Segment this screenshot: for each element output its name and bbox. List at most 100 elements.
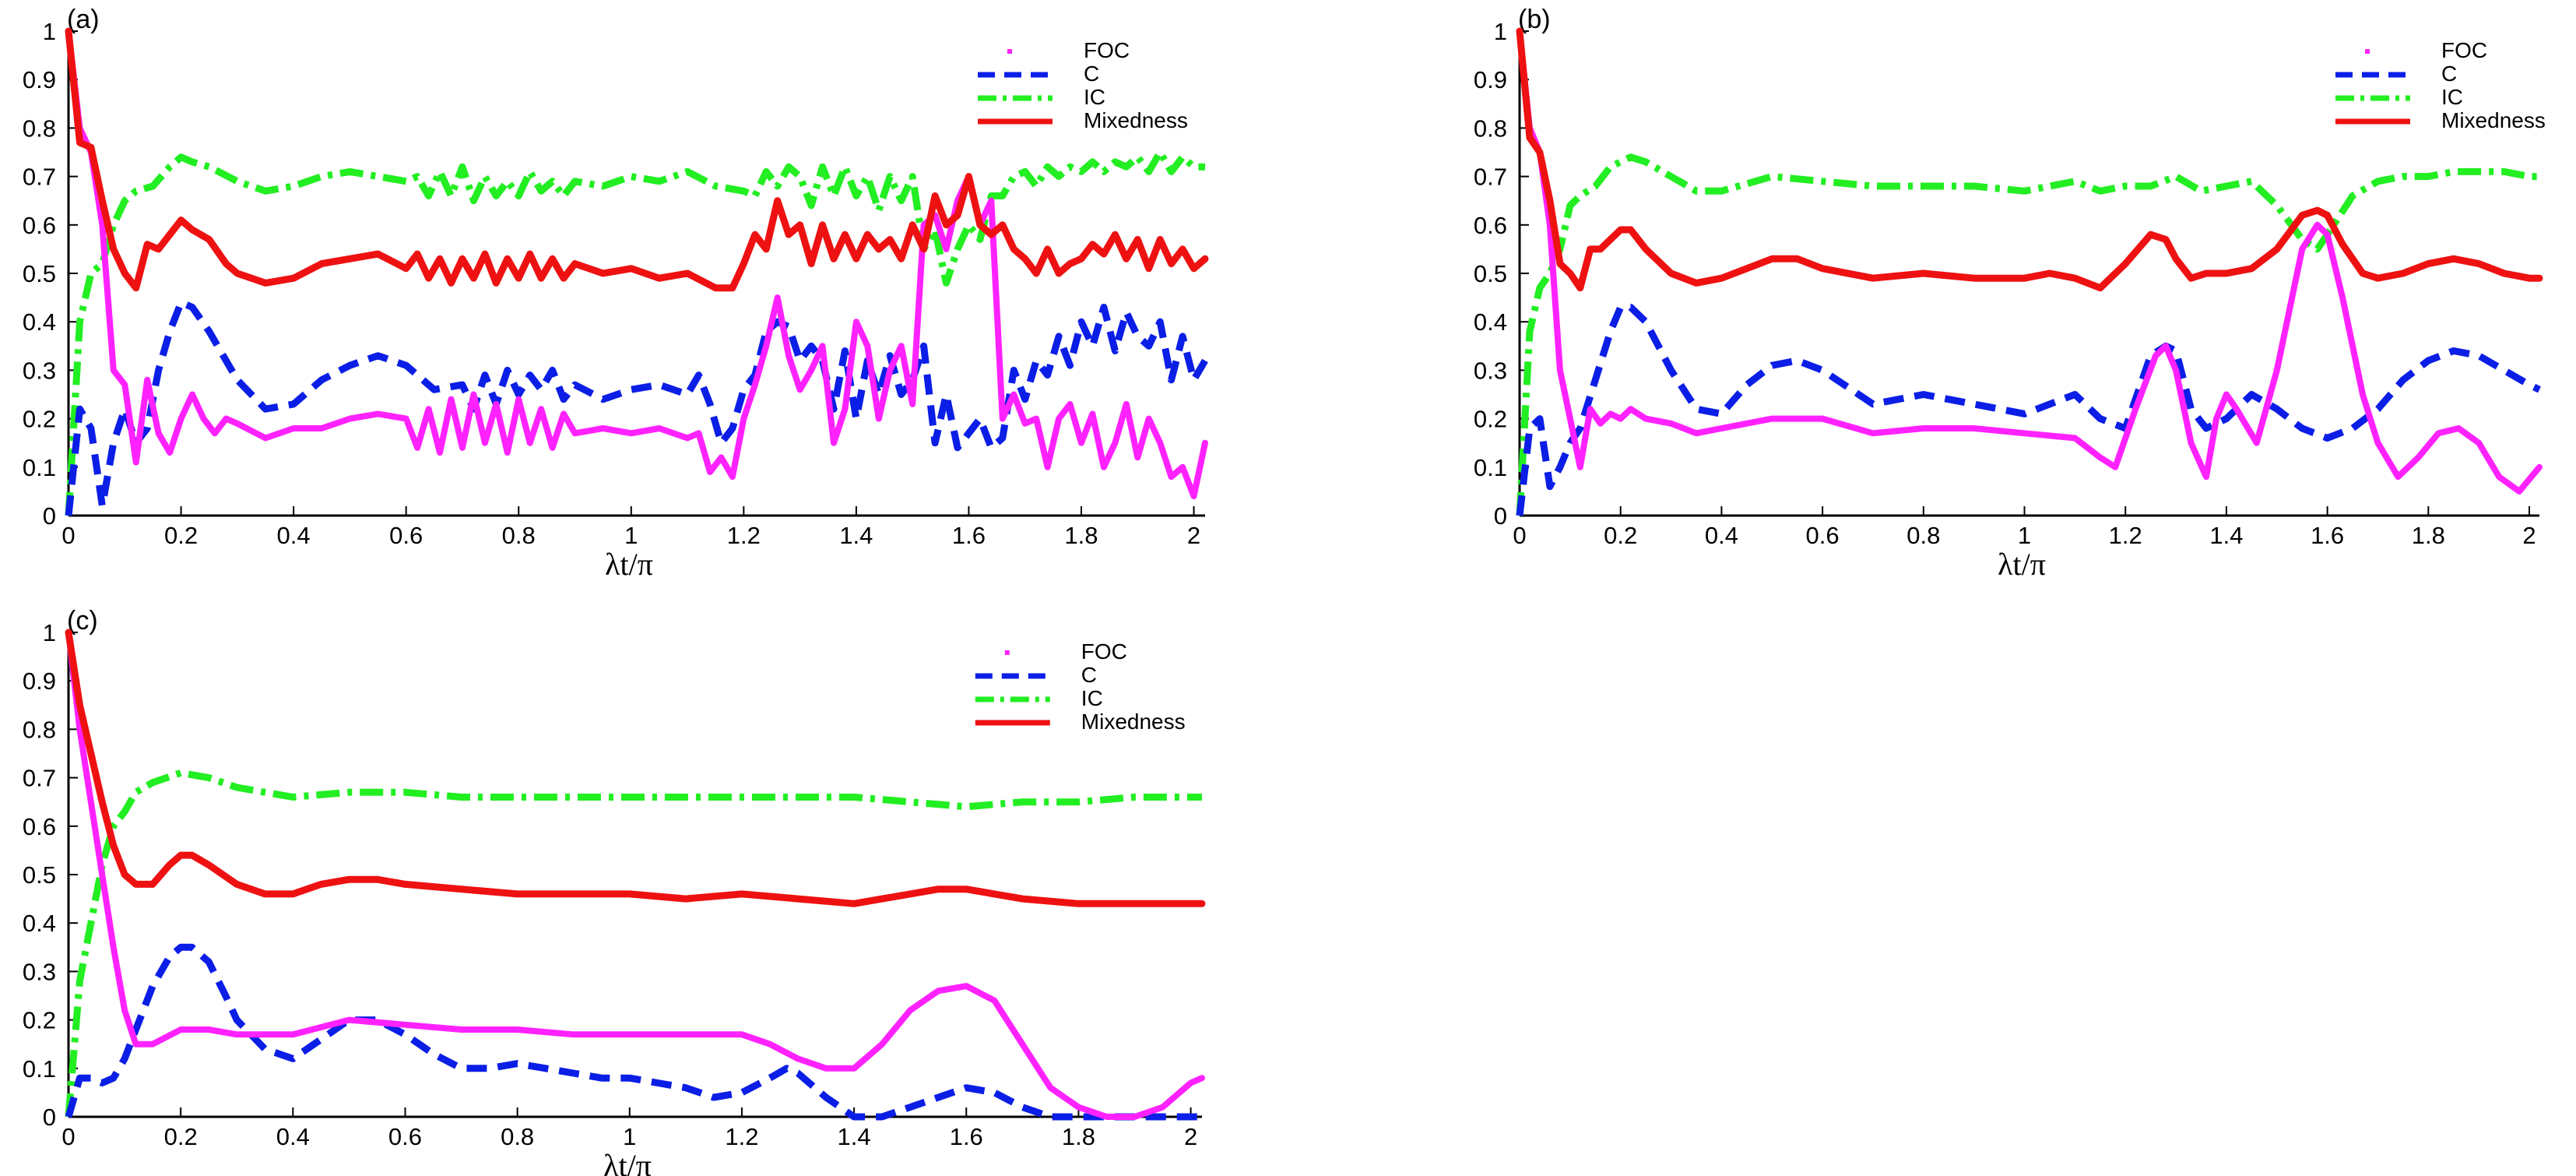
x-tick-label: 1.2 xyxy=(727,522,761,549)
y-tick-label: 0.2 xyxy=(1474,406,1507,433)
x-tick-label: 1.2 xyxy=(725,1123,758,1150)
y-tick-label: 0.2 xyxy=(23,406,56,433)
y-tick-label: 0.1 xyxy=(23,454,56,481)
series-line-foc xyxy=(65,629,1205,1120)
x-tick-label: 0.6 xyxy=(1806,522,1840,549)
panel-label: (c) xyxy=(67,606,98,636)
series-line-c xyxy=(65,943,1202,1121)
panel-label: (a) xyxy=(67,5,100,34)
x-tick-label: 1 xyxy=(624,522,638,549)
x-tick-label: 0 xyxy=(62,1123,75,1150)
legend-label-mixedness: Mixedness xyxy=(1081,709,1186,734)
y-tick-label: 0.1 xyxy=(23,1055,56,1083)
x-tick-label: 0.8 xyxy=(502,522,536,549)
series-line-mixedness xyxy=(1516,27,2543,292)
legend-label-ic: IC xyxy=(1084,85,1105,109)
x-tick-label: 0.6 xyxy=(389,522,423,549)
x-axis-label: λt/π xyxy=(605,547,653,582)
y-tick-label: 0.6 xyxy=(23,813,56,840)
x-tick-label: 0.2 xyxy=(164,522,198,549)
y-tick-label: 0.6 xyxy=(23,212,56,239)
y-tick-label: 0.7 xyxy=(1474,164,1507,191)
x-axis-label: λt/π xyxy=(603,1148,652,1176)
y-tick-label: 0.3 xyxy=(23,958,56,985)
series-line-foc xyxy=(1516,28,2543,495)
y-tick-label: 0.9 xyxy=(23,667,56,695)
panel-c: 0 0.2 0.4 0.6 0.8 1 1.2 1.4 1.6 1.8 2 0 0.1 0.2 0.3 0.4… xyxy=(23,606,1206,1176)
y-tick-label: 0.6 xyxy=(1474,212,1507,239)
series-line-ic xyxy=(1516,153,2539,516)
y-tick-label: 0.1 xyxy=(1474,454,1507,481)
y-tick-label: 0.4 xyxy=(1474,308,1507,336)
y-tick-label: 0.3 xyxy=(23,357,56,384)
y-tick-label: 0.5 xyxy=(1474,260,1507,287)
panel-a: 0 0.2 0.4 0.6 0.8 1 1.2 1.4 1.6 1.8 2 0 0.1 0.2 0.3 0.4… xyxy=(23,5,1209,582)
series-line-mixedness xyxy=(65,628,1206,907)
y-tick-label: 0.7 xyxy=(23,164,56,191)
x-tick-label: 1.2 xyxy=(2109,522,2142,549)
legend-label-mixedness: Mixedness xyxy=(1084,108,1188,132)
x-tick-label: 0.2 xyxy=(1604,522,1637,549)
x-tick-label: 1.8 xyxy=(1064,522,1098,549)
y-tick-label: 0.9 xyxy=(1474,66,1507,93)
y-tick-label: 0.5 xyxy=(23,861,56,889)
x-tick-label: 1.4 xyxy=(2209,522,2243,549)
x-tick-label: 1.8 xyxy=(2412,522,2445,549)
x-tick-label: 2 xyxy=(2522,522,2536,549)
y-tick-label: 0.8 xyxy=(1474,114,1507,142)
legend-label-foc: FOC xyxy=(1081,639,1127,664)
y-tick-label: 0.2 xyxy=(23,1007,56,1034)
x-tick-label: 0.8 xyxy=(1907,522,1940,549)
legend-label-foc: FOC xyxy=(2441,38,2487,62)
legend-label-foc: FOC xyxy=(1084,38,1130,62)
x-tick-label: 0.6 xyxy=(388,1123,422,1150)
x-tick-label: 1.8 xyxy=(1062,1123,1095,1150)
x-tick-label: 0.4 xyxy=(277,522,311,549)
legend-label-c: C xyxy=(1084,62,1099,86)
x-tick-label: 0.4 xyxy=(276,1123,310,1150)
x-tick-label: 1.6 xyxy=(950,1123,983,1150)
x-tick-label: 0.2 xyxy=(164,1123,198,1150)
y-tick-label: 0 xyxy=(43,502,56,530)
x-tick-label: 1 xyxy=(2018,522,2031,549)
panel-label: (b) xyxy=(1518,5,1551,34)
legend-label-ic: IC xyxy=(1081,686,1103,710)
series-line-c xyxy=(1516,304,2541,516)
y-tick-label: 1 xyxy=(1494,18,1507,45)
legend-label-ic: IC xyxy=(2441,85,2463,109)
y-tick-label: 0.9 xyxy=(23,66,56,93)
x-tick-label: 1 xyxy=(623,1123,636,1150)
y-tick-label: 0.7 xyxy=(23,765,56,792)
x-tick-label: 0 xyxy=(1513,522,1526,549)
y-tick-label: 0.8 xyxy=(23,716,56,743)
y-tick-label: 0.8 xyxy=(23,114,56,142)
legend-label-c: C xyxy=(2441,62,2457,86)
x-tick-label: 0.4 xyxy=(1705,522,1738,549)
x-tick-label: 1.4 xyxy=(838,1123,871,1150)
legend-label-c: C xyxy=(1081,663,1097,687)
x-tick-label: 2 xyxy=(1184,1123,1197,1150)
y-tick-label: 0 xyxy=(1494,502,1507,530)
y-tick-label: 0.4 xyxy=(23,910,56,937)
series-line-c xyxy=(65,298,1208,516)
y-tick-label: 1 xyxy=(43,619,56,646)
series-line-ic xyxy=(65,149,1205,516)
legend-label-mixedness: Mixedness xyxy=(2441,108,2546,132)
y-tick-label: 0.3 xyxy=(1474,357,1507,384)
series-line-ic xyxy=(65,769,1202,1118)
x-tick-label: 0 xyxy=(62,522,75,549)
x-tick-label: 1.6 xyxy=(952,522,986,549)
y-tick-label: 1 xyxy=(43,18,56,45)
x-tick-label: 2 xyxy=(1187,522,1200,549)
series-line-foc xyxy=(65,28,1208,500)
y-tick-label: 0 xyxy=(43,1104,56,1131)
series-line-mixedness xyxy=(65,27,1209,292)
x-tick-label: 1.4 xyxy=(839,522,873,549)
y-tick-label: 0.4 xyxy=(23,308,56,336)
x-tick-label: 0.8 xyxy=(501,1123,534,1150)
x-axis-label: λt/π xyxy=(1998,547,2046,582)
panel-b: 0 0.2 0.4 0.6 0.8 1 1.2 1.4 1.6 1.8 2 0 0.1 0.2 0.3 0.4… xyxy=(1474,5,2546,582)
y-tick-label: 0.5 xyxy=(23,260,56,287)
x-tick-label: 1.6 xyxy=(2311,522,2344,549)
